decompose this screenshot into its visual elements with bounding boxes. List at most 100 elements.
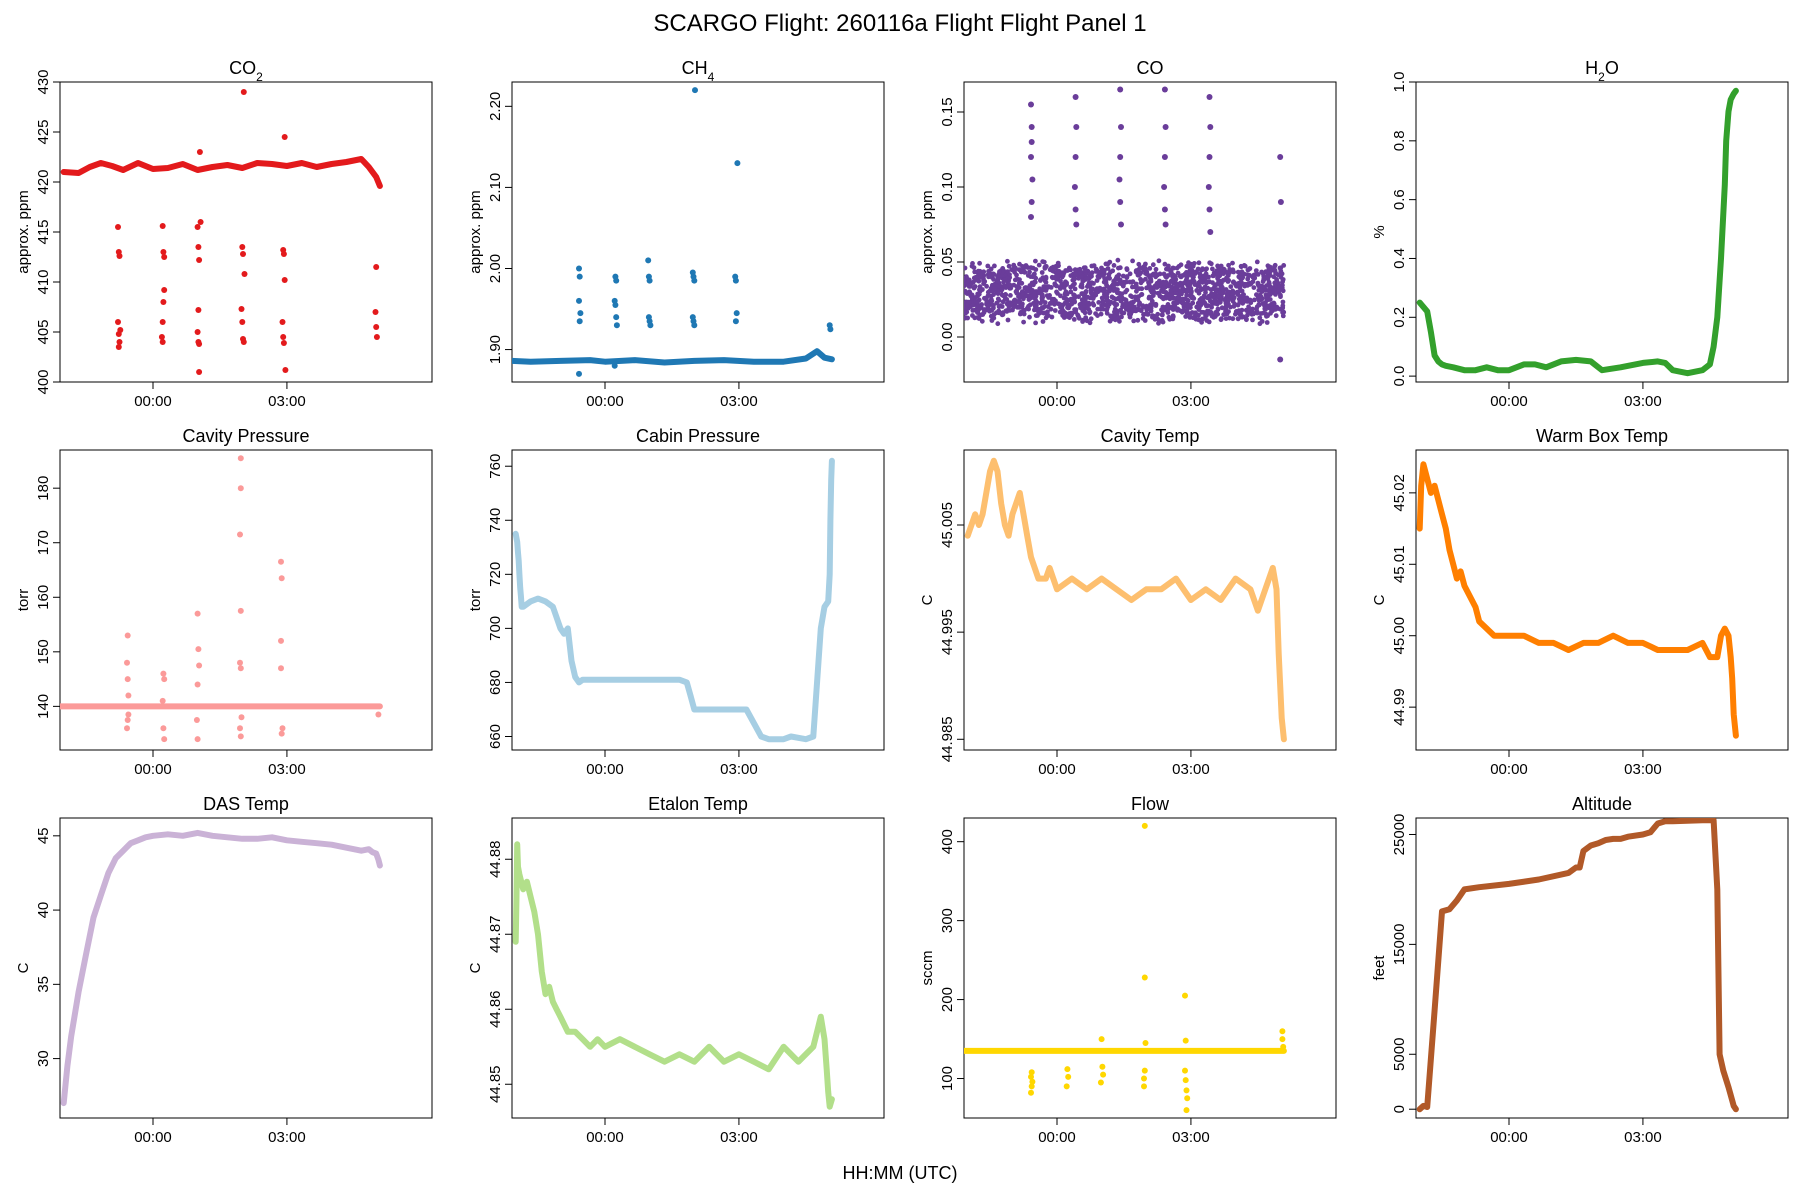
data-point bbox=[1264, 283, 1270, 288]
data-point bbox=[1218, 278, 1223, 284]
data-point bbox=[1228, 284, 1234, 289]
data-point bbox=[1197, 279, 1203, 284]
data-point bbox=[1064, 1066, 1071, 1073]
data-point bbox=[1252, 297, 1257, 303]
data-point bbox=[238, 306, 245, 312]
panel-9: DAS Temp 30 35 40 45 C 00:00 03:00 bbox=[15, 794, 433, 1146]
panel-title-text: Flow bbox=[1131, 794, 1170, 814]
data-point bbox=[1218, 317, 1224, 323]
y-tick-label: 0.2 bbox=[1391, 307, 1408, 328]
y-tick-label: 400 bbox=[939, 829, 956, 854]
data-point bbox=[1159, 312, 1165, 317]
data-point bbox=[158, 334, 165, 340]
data-point bbox=[1065, 1073, 1072, 1080]
data-point bbox=[1123, 289, 1128, 295]
data-point bbox=[1008, 293, 1013, 298]
data-point bbox=[975, 268, 981, 274]
data-point bbox=[1131, 318, 1137, 324]
data-point bbox=[999, 304, 1005, 309]
data-point bbox=[1032, 290, 1038, 296]
data-point bbox=[196, 341, 203, 347]
data-point bbox=[1071, 184, 1078, 190]
data-point bbox=[1036, 262, 1042, 268]
panel-title-text: CH bbox=[682, 58, 708, 78]
panel-4: H2O 0.0 0.2 0.4 0.6 0.8 1.0% 00:00 03:00 bbox=[1371, 58, 1789, 410]
panel-2: CH4 1.90 2.00 2.10 2.20 approx. ppm 00:00 03:00 bbox=[467, 58, 885, 410]
plot-frame bbox=[963, 817, 1337, 1119]
data-point bbox=[1258, 311, 1264, 316]
data-point bbox=[733, 310, 740, 317]
data-point bbox=[373, 324, 380, 330]
y-tick-label: 2.00 bbox=[487, 254, 504, 283]
x-tick-label: 00:00 bbox=[134, 1129, 172, 1146]
data-point bbox=[1149, 289, 1155, 295]
data-point bbox=[1182, 992, 1188, 999]
y-axis-label: sccm bbox=[919, 951, 936, 986]
data-point bbox=[1212, 314, 1218, 319]
panel-title: CO2 bbox=[229, 58, 263, 84]
y-tick-label: 45.01 bbox=[1391, 546, 1408, 584]
data-point bbox=[1118, 124, 1124, 130]
data-point bbox=[1054, 289, 1059, 295]
data-point bbox=[1204, 309, 1210, 315]
data-point bbox=[1235, 269, 1241, 275]
data-point bbox=[732, 318, 739, 325]
data-point bbox=[1100, 299, 1106, 305]
data-point bbox=[1161, 184, 1168, 190]
data-point bbox=[1093, 311, 1098, 316]
data-point bbox=[1039, 296, 1045, 301]
y-tick-label: 0.05 bbox=[939, 247, 956, 276]
data-point bbox=[1003, 277, 1008, 283]
data-point bbox=[1246, 267, 1251, 272]
data-point bbox=[1026, 303, 1031, 309]
data-point bbox=[1238, 263, 1244, 269]
data-point bbox=[281, 277, 288, 283]
data-point bbox=[1182, 1037, 1189, 1044]
y-tick-label: 44.995 bbox=[939, 609, 956, 655]
data-point bbox=[1277, 154, 1284, 160]
data-point bbox=[972, 284, 978, 289]
data-point bbox=[373, 334, 380, 340]
data-point bbox=[1120, 302, 1126, 308]
data-point bbox=[576, 370, 582, 377]
data-point bbox=[1130, 258, 1135, 264]
data-point bbox=[239, 244, 246, 250]
data-point bbox=[964, 274, 969, 279]
data-point bbox=[1013, 301, 1018, 306]
data-point bbox=[1231, 304, 1237, 309]
data-point bbox=[1087, 282, 1093, 288]
data-point bbox=[1141, 822, 1148, 829]
data-point bbox=[1191, 278, 1197, 284]
panel-title-text: CO bbox=[229, 58, 256, 78]
panel-5: Cavity Pressure 140 150 160 170 180 torr 00:00 0… bbox=[15, 426, 433, 778]
data-point bbox=[1236, 274, 1242, 280]
y-tick-label: 0.15 bbox=[939, 97, 956, 126]
data-point bbox=[1101, 286, 1107, 292]
data-point bbox=[1209, 304, 1214, 310]
data-point bbox=[1223, 316, 1229, 321]
data-point bbox=[1019, 303, 1025, 309]
data-point bbox=[1144, 269, 1150, 275]
plot-frame bbox=[963, 81, 1337, 383]
data-point bbox=[995, 274, 1000, 279]
data-point bbox=[237, 455, 244, 462]
data-point bbox=[1072, 286, 1078, 292]
y-axis-label: torr bbox=[15, 589, 32, 612]
data-point bbox=[970, 279, 976, 285]
data-point bbox=[976, 291, 982, 297]
data-point bbox=[1188, 264, 1194, 270]
data-point bbox=[1254, 259, 1260, 265]
data-point bbox=[990, 288, 996, 294]
data-point bbox=[1226, 262, 1231, 268]
data-point bbox=[1280, 1043, 1287, 1050]
data-point bbox=[576, 318, 583, 325]
data-point bbox=[1147, 306, 1153, 312]
data-point bbox=[1264, 320, 1270, 325]
data-point bbox=[1031, 301, 1036, 306]
y-tick-label: 430 bbox=[35, 69, 52, 94]
data-point bbox=[1154, 285, 1160, 290]
data-point bbox=[1266, 266, 1272, 271]
y-tick-label: 300 bbox=[939, 908, 956, 933]
data-point bbox=[1181, 308, 1186, 313]
data-point bbox=[1024, 285, 1029, 291]
